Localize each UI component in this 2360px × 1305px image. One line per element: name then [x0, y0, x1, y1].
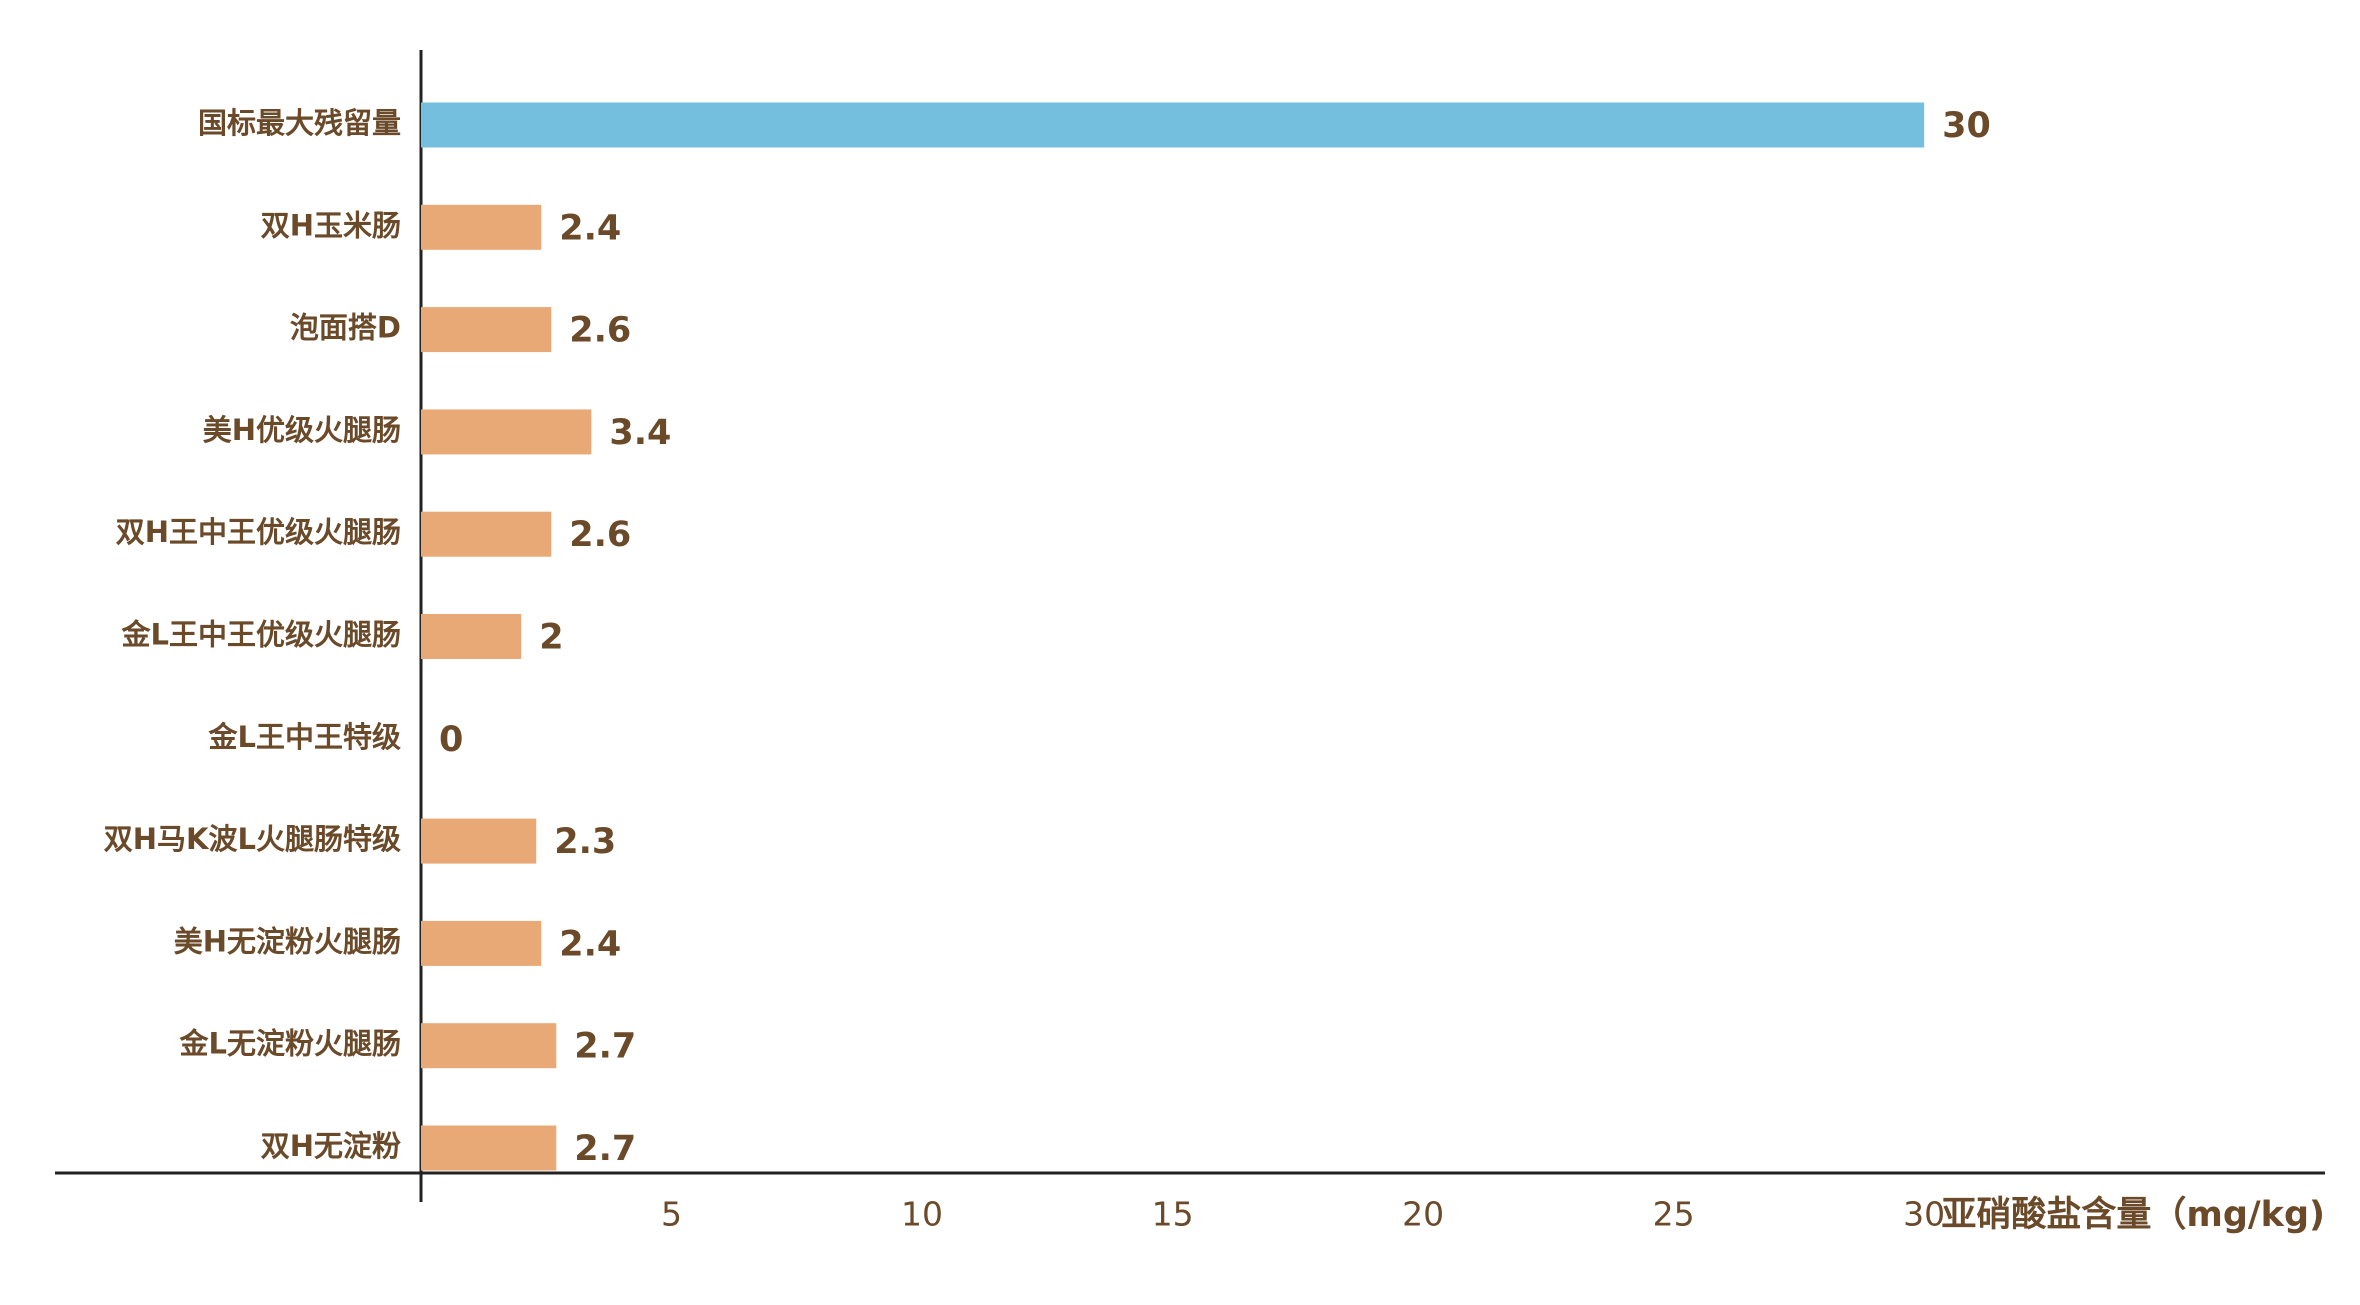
bar	[421, 409, 592, 455]
category-label: 双H玉米肠	[261, 208, 401, 242]
category-label: 国标最大残留量	[198, 106, 401, 140]
bar	[421, 102, 1925, 148]
value-label: 2.7	[574, 1027, 636, 1067]
value-label: 2.4	[559, 924, 621, 964]
value-label: 2.4	[559, 208, 621, 248]
bar	[421, 204, 542, 250]
category-label: 金L王中王特级	[208, 720, 401, 754]
x-axis-label: 亚硝酸盐含量（mg/kg)	[1941, 1195, 2325, 1235]
bar	[421, 818, 537, 864]
category-label: 泡面搭D	[290, 311, 401, 345]
value-label: 2.6	[569, 311, 631, 351]
value-label: 2.7	[574, 1129, 636, 1169]
category-label: 双H王中王优级火腿肠	[116, 515, 401, 549]
bar	[421, 307, 552, 353]
value-label: 2.6	[569, 515, 631, 555]
category-label: 双H无淀粉	[261, 1129, 401, 1163]
x-tick-label: 5	[661, 1195, 682, 1234]
bar	[421, 511, 552, 557]
value-label: 2.3	[554, 822, 616, 862]
value-label: 2	[539, 618, 563, 658]
x-tick-label: 30	[1903, 1195, 1945, 1234]
category-label: 美H优级火腿肠	[203, 413, 401, 447]
bar	[421, 1023, 557, 1069]
x-tick-label: 15	[1152, 1195, 1194, 1234]
category-label: 金L王中王优级火腿肠	[121, 618, 401, 652]
bar	[421, 614, 522, 659]
bar	[421, 920, 542, 966]
value-label: 30	[1942, 106, 1991, 146]
category-label: 双H马K波L火腿肠特级	[104, 822, 401, 856]
value-label: 0	[439, 720, 463, 760]
category-label: 美H无淀粉火腿肠	[174, 924, 401, 958]
x-tick-label: 10	[901, 1195, 943, 1234]
value-label: 3.4	[609, 413, 671, 453]
category-label: 金L无淀粉火腿肠	[179, 1027, 401, 1061]
x-tick-label: 20	[1402, 1195, 1444, 1234]
bar	[421, 1125, 557, 1171]
x-tick-label: 25	[1653, 1195, 1695, 1234]
